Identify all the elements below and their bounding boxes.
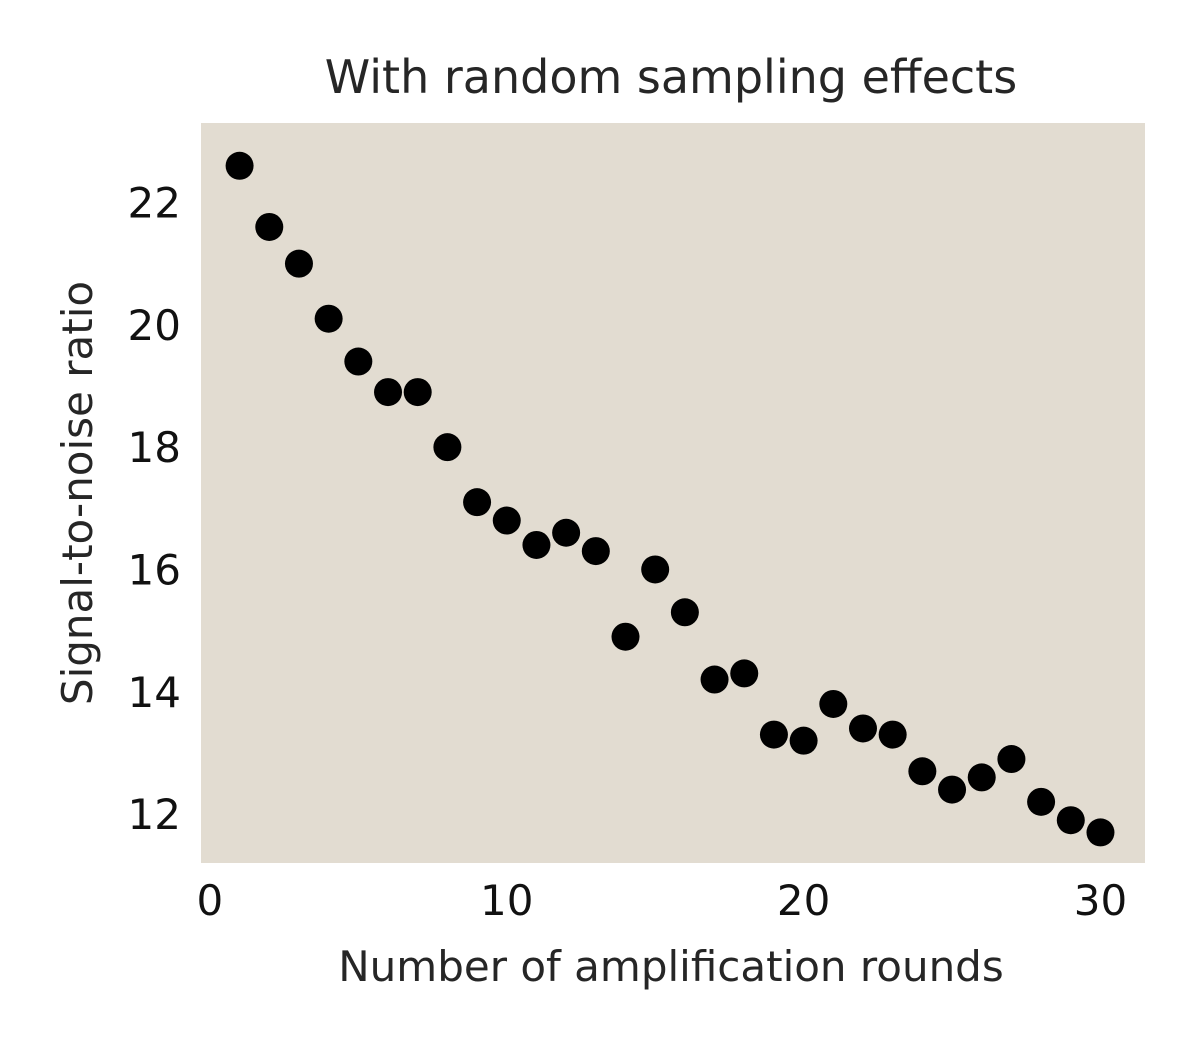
x-tick-labels: 0 10 20 30 xyxy=(197,876,1128,925)
y-tick-label: 12 xyxy=(128,790,181,839)
data-point xyxy=(403,378,432,407)
data-point xyxy=(255,212,284,241)
data-point xyxy=(344,347,373,376)
data-point xyxy=(374,378,403,407)
y-axis-label: Signal-to-noise ratio xyxy=(53,281,102,705)
data-point xyxy=(670,598,699,627)
y-tick-labels: 12 14 16 18 20 22 xyxy=(128,179,181,840)
x-tick-label: 0 xyxy=(197,876,224,925)
data-point xyxy=(878,720,907,749)
y-tick-label: 18 xyxy=(128,423,181,472)
data-point xyxy=(522,530,551,559)
data-point xyxy=(641,555,670,584)
data-point xyxy=(730,659,759,688)
data-point xyxy=(1027,787,1056,816)
data-point xyxy=(433,433,462,462)
data-point xyxy=(819,689,848,718)
data-point xyxy=(611,622,640,651)
data-point xyxy=(463,488,492,517)
data-point xyxy=(492,506,521,535)
data-point xyxy=(938,775,967,804)
data-point xyxy=(581,537,610,566)
y-tick-label: 14 xyxy=(128,668,181,717)
data-point xyxy=(789,726,818,755)
y-tick-label: 22 xyxy=(128,179,181,228)
data-point xyxy=(225,151,254,180)
data-point xyxy=(314,304,343,333)
data-point xyxy=(848,714,877,743)
x-axis-label: Number of amplification rounds xyxy=(338,942,1003,991)
chart-title: With random sampling effects xyxy=(325,50,1017,104)
data-point xyxy=(552,518,581,547)
data-point xyxy=(1056,806,1085,835)
x-tick-label: 30 xyxy=(1074,876,1127,925)
data-point xyxy=(700,665,729,694)
x-tick-label: 20 xyxy=(777,876,830,925)
data-point xyxy=(967,763,996,792)
data-point xyxy=(1086,818,1115,847)
data-points xyxy=(225,151,1115,847)
data-point xyxy=(908,757,937,786)
data-point xyxy=(997,745,1026,774)
data-point xyxy=(759,720,788,749)
plot-area xyxy=(201,123,1145,863)
y-tick-label: 20 xyxy=(128,301,181,350)
x-tick-label: 10 xyxy=(480,876,533,925)
y-tick-label: 16 xyxy=(128,545,181,594)
data-point xyxy=(284,249,313,278)
